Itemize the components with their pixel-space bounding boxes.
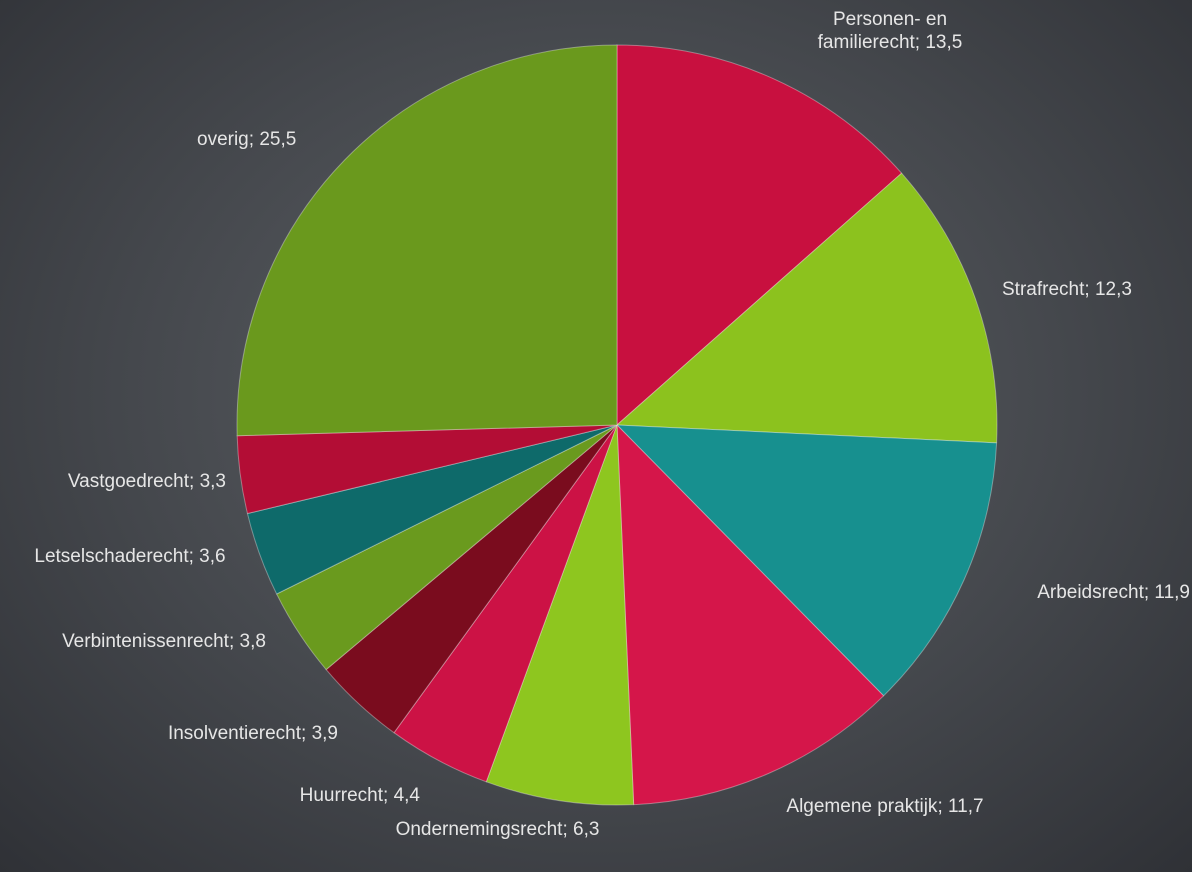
value-label: 3,3 (199, 471, 226, 492)
pie-slice (236, 424, 618, 515)
category-name: Huurrecht (299, 785, 384, 806)
slice-label: Huurrecht; 4,4 (299, 785, 420, 806)
pie-slice (485, 424, 635, 806)
value-label: 13,5 (925, 32, 963, 53)
slice-label: Vastgoedrecht; 3,3 (67, 471, 226, 492)
pie-slice (393, 424, 618, 783)
category-name: Verbintenissenrecht (62, 631, 229, 652)
value-label: 12,3 (1094, 279, 1132, 300)
pie-slice (616, 44, 903, 427)
value-label: 11,7 (948, 796, 984, 817)
slice-label: Verbintenissenrecht; 3,8 (62, 631, 266, 652)
category-name: Personen- en familierecht (817, 9, 948, 53)
slice-label: overig; 25,5 (197, 129, 297, 150)
pie-slice (615, 172, 998, 444)
slice-label: Letselschaderecht; 3,6 (34, 546, 226, 567)
slice-label: Ondernemingsrecht; 6,3 (395, 819, 600, 840)
value-label: 3,8 (239, 631, 266, 652)
slice-label: Arbeidsrecht; 11,9 (1037, 582, 1190, 603)
category-name: Ondernemingsrecht (395, 819, 563, 840)
value-label: 4,4 (393, 785, 420, 806)
value-label: 3,6 (199, 546, 226, 567)
value-label: 6,3 (573, 819, 600, 840)
pie-slice (325, 424, 618, 734)
slice-label: Strafrecht; 12,3 (1002, 279, 1132, 300)
slice-label: Algemene praktijk; 11,7 (786, 796, 984, 817)
pie-slice (616, 423, 885, 806)
pie-slice (615, 424, 998, 697)
slice-label: Insolventierecht; 3,9 (167, 723, 338, 744)
category-name: Vastgoedrecht (67, 471, 190, 492)
value-label: 25,5 (259, 129, 297, 150)
slice-label: Personen- en familierecht; 13,5 (817, 9, 963, 53)
category-name: Algemene praktijk (786, 796, 938, 817)
category-name: Insolventierecht (167, 723, 302, 744)
pie-slice (275, 424, 618, 671)
pie-slice (246, 424, 618, 595)
pie-slice (236, 44, 618, 437)
category-name: Arbeidsrecht (1037, 582, 1144, 603)
value-label: 3,9 (311, 723, 338, 744)
value-label: 11,9 (1154, 582, 1190, 603)
category-name: overig (197, 129, 249, 150)
category-name: Letselschaderecht (34, 546, 189, 567)
category-name: Strafrecht (1002, 279, 1085, 300)
